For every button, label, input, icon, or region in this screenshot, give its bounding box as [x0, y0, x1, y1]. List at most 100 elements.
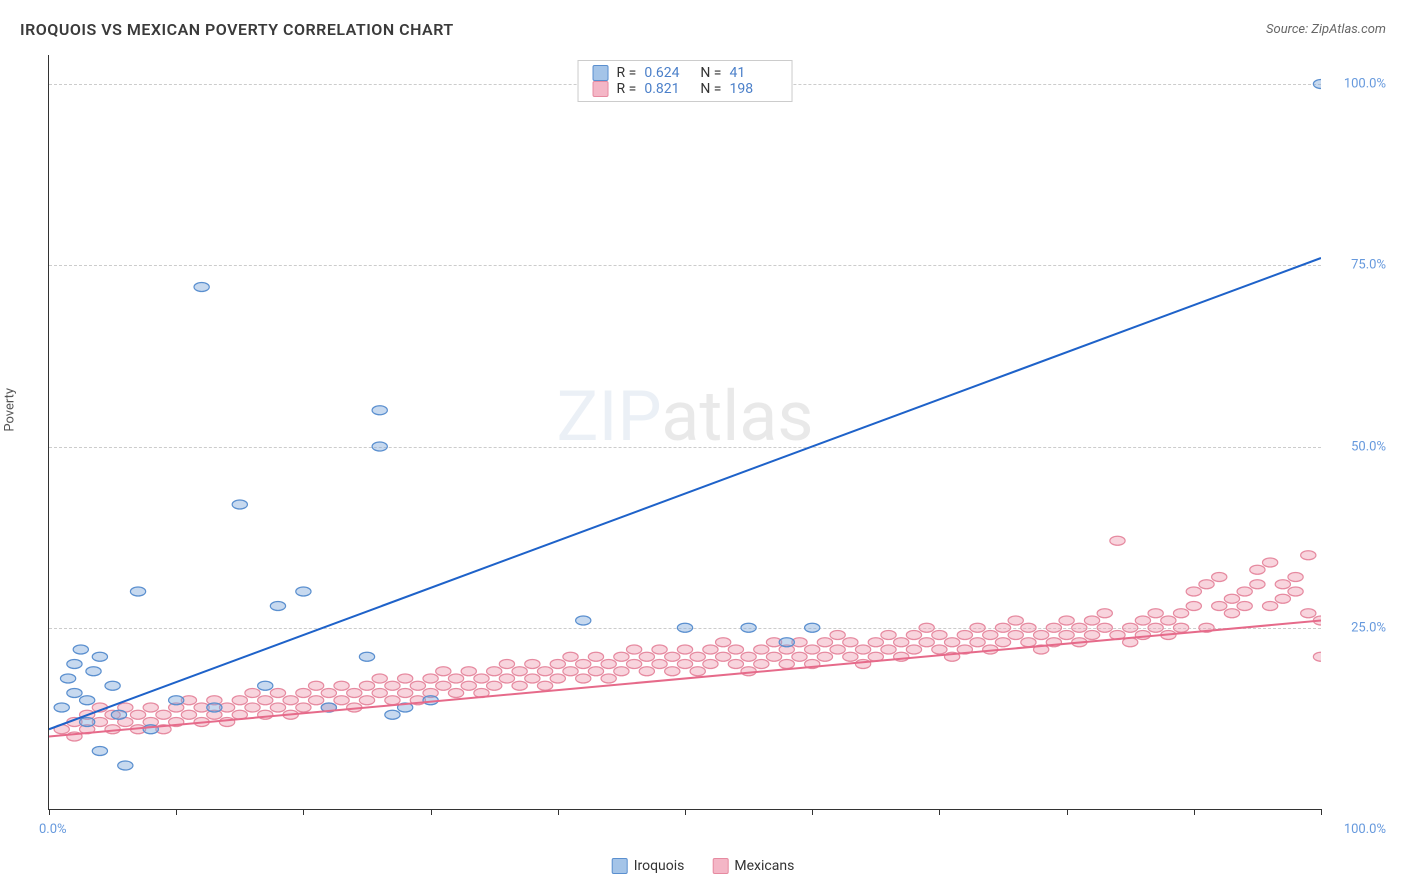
- scatter-point: [779, 659, 794, 668]
- scatter-point: [423, 674, 438, 683]
- scatter-point: [398, 674, 413, 683]
- scatter-point: [1148, 609, 1163, 618]
- scatter-point: [1313, 652, 1321, 661]
- scatter-point: [805, 623, 820, 632]
- x-tick: [685, 809, 686, 815]
- scatter-point: [372, 442, 387, 451]
- scatter-point: [970, 638, 985, 647]
- y-tick-label: 100.0%: [1344, 77, 1386, 92]
- scatter-point: [1212, 572, 1227, 581]
- scatter-point: [563, 667, 578, 676]
- scatter-point: [1021, 623, 1036, 632]
- x-tick: [1321, 809, 1322, 815]
- scatter-point: [245, 703, 260, 712]
- scatter-point: [639, 667, 654, 676]
- scatter-point: [995, 638, 1010, 647]
- scatter-point: [130, 710, 145, 719]
- scatter-point: [932, 645, 947, 654]
- scatter-point: [1008, 630, 1023, 639]
- n-label: N =: [700, 65, 721, 81]
- scatter-point: [754, 659, 769, 668]
- scatter-point: [1301, 609, 1316, 618]
- scatter-point: [194, 282, 209, 291]
- scatter-point: [359, 696, 374, 705]
- scatter-point: [372, 674, 387, 683]
- scatter-point: [398, 688, 413, 697]
- scatter-point: [1173, 609, 1188, 618]
- scatter-point: [868, 638, 883, 647]
- y-tick-label: 50.0%: [1351, 439, 1386, 454]
- swatch-mexicans: [593, 81, 609, 97]
- scatter-point: [143, 703, 158, 712]
- scatter-point: [932, 630, 947, 639]
- scatter-point: [385, 696, 400, 705]
- scatter-point: [372, 406, 387, 415]
- scatter-point: [92, 652, 107, 661]
- legend-label-iroquois: Iroquois: [634, 858, 685, 874]
- scatter-point: [207, 703, 222, 712]
- scatter-point: [1262, 558, 1277, 567]
- scatter-point: [448, 688, 463, 697]
- scatter-point: [385, 681, 400, 690]
- scatter-point: [86, 667, 101, 676]
- scatter-point: [1161, 616, 1176, 625]
- correlation-row-2: R = 0.821 N = 198: [593, 81, 778, 97]
- scatter-point: [258, 681, 273, 690]
- scatter-point: [1059, 616, 1074, 625]
- scatter-point: [843, 638, 858, 647]
- scatter-point: [906, 630, 921, 639]
- r-label: R =: [617, 65, 637, 81]
- scatter-point: [576, 674, 591, 683]
- y-tick-label: 25.0%: [1351, 620, 1386, 635]
- x-axis-start-label: 0.0%: [39, 822, 67, 837]
- scatter-point: [359, 681, 374, 690]
- plot-area: ZIPatlas R = 0.624 N = 41 R = 0.821 N = …: [48, 55, 1321, 810]
- scatter-point: [499, 659, 514, 668]
- scatter-point: [80, 696, 95, 705]
- scatter-point: [690, 652, 705, 661]
- legend-label-mexicans: Mexicans: [734, 858, 794, 874]
- scatter-point: [436, 681, 451, 690]
- scatter-point: [741, 623, 756, 632]
- scatter-point: [296, 688, 311, 697]
- scatter-point: [169, 696, 184, 705]
- scatter-point: [652, 659, 667, 668]
- scatter-point: [111, 710, 126, 719]
- r-label: R =: [617, 81, 637, 97]
- x-tick: [558, 809, 559, 815]
- scatter-point: [805, 645, 820, 654]
- swatch-iroquois: [593, 65, 609, 81]
- scatter-point: [919, 638, 934, 647]
- scatter-point: [308, 696, 323, 705]
- scatter-point: [512, 667, 527, 676]
- legend-swatch-iroquois: [612, 858, 628, 874]
- scatter-point: [372, 688, 387, 697]
- scatter-point: [626, 645, 641, 654]
- scatter-point: [1186, 601, 1201, 610]
- scatter-point: [258, 696, 273, 705]
- scatter-point: [1250, 565, 1265, 574]
- scatter-point: [80, 717, 95, 726]
- n-value-1: 41: [729, 65, 777, 81]
- bottom-legend: Iroquois Mexicans: [612, 858, 795, 874]
- scatter-point: [436, 667, 451, 676]
- scatter-point: [601, 659, 616, 668]
- scatter-point: [67, 688, 82, 697]
- legend-item-mexicans: Mexicans: [712, 858, 794, 874]
- scatter-point: [1275, 594, 1290, 603]
- scatter-point: [410, 681, 425, 690]
- scatter-point: [296, 703, 311, 712]
- scatter-point: [703, 645, 718, 654]
- scatter-point: [817, 638, 832, 647]
- scatter-point: [1097, 623, 1112, 632]
- r-value-2: 0.821: [644, 81, 692, 97]
- scatter-point: [1135, 616, 1150, 625]
- scatter-point: [576, 616, 591, 625]
- scatter-point: [156, 710, 171, 719]
- x-tick: [1067, 809, 1068, 815]
- scatter-point: [792, 652, 807, 661]
- scatter-point: [881, 645, 896, 654]
- scatter-point: [1199, 580, 1214, 589]
- scatter-point: [983, 630, 998, 639]
- scatter-point: [270, 601, 285, 610]
